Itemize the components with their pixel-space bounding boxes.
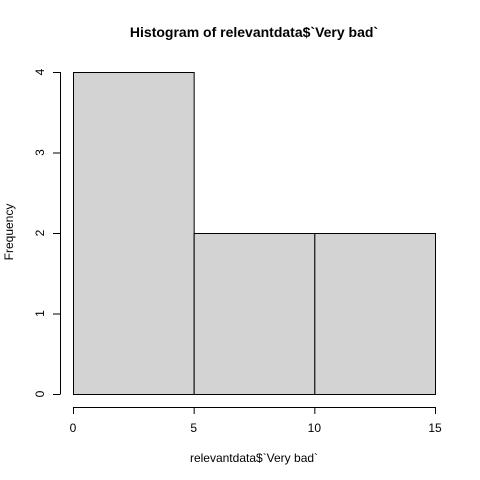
bars-group	[73, 72, 437, 395]
chart-title: Histogram of relevantdata$`Very bad`	[130, 24, 378, 40]
x-axis-label: relevantdata$`Very bad`	[190, 451, 318, 465]
y-tick-label: 0	[33, 390, 47, 397]
y-axis-label: Frequency	[2, 204, 16, 261]
x-tick-label: 5	[190, 421, 197, 435]
histogram-bar-2	[193, 233, 316, 395]
y-tick-label: 2	[33, 229, 47, 236]
x-tick-label: 10	[308, 421, 322, 435]
y-tick-label: 1	[33, 310, 47, 317]
x-axis: 0 5 10 15	[70, 407, 442, 435]
histogram-bar-1	[73, 72, 195, 395]
x-tick-label: 0	[70, 421, 77, 435]
y-tick-label: 4	[33, 68, 47, 75]
y-tick-label: 3	[33, 149, 47, 156]
x-tick-label: 15	[428, 421, 442, 435]
y-axis: 0 1 2 3 4	[33, 68, 61, 397]
histogram-bar-3	[314, 233, 437, 395]
